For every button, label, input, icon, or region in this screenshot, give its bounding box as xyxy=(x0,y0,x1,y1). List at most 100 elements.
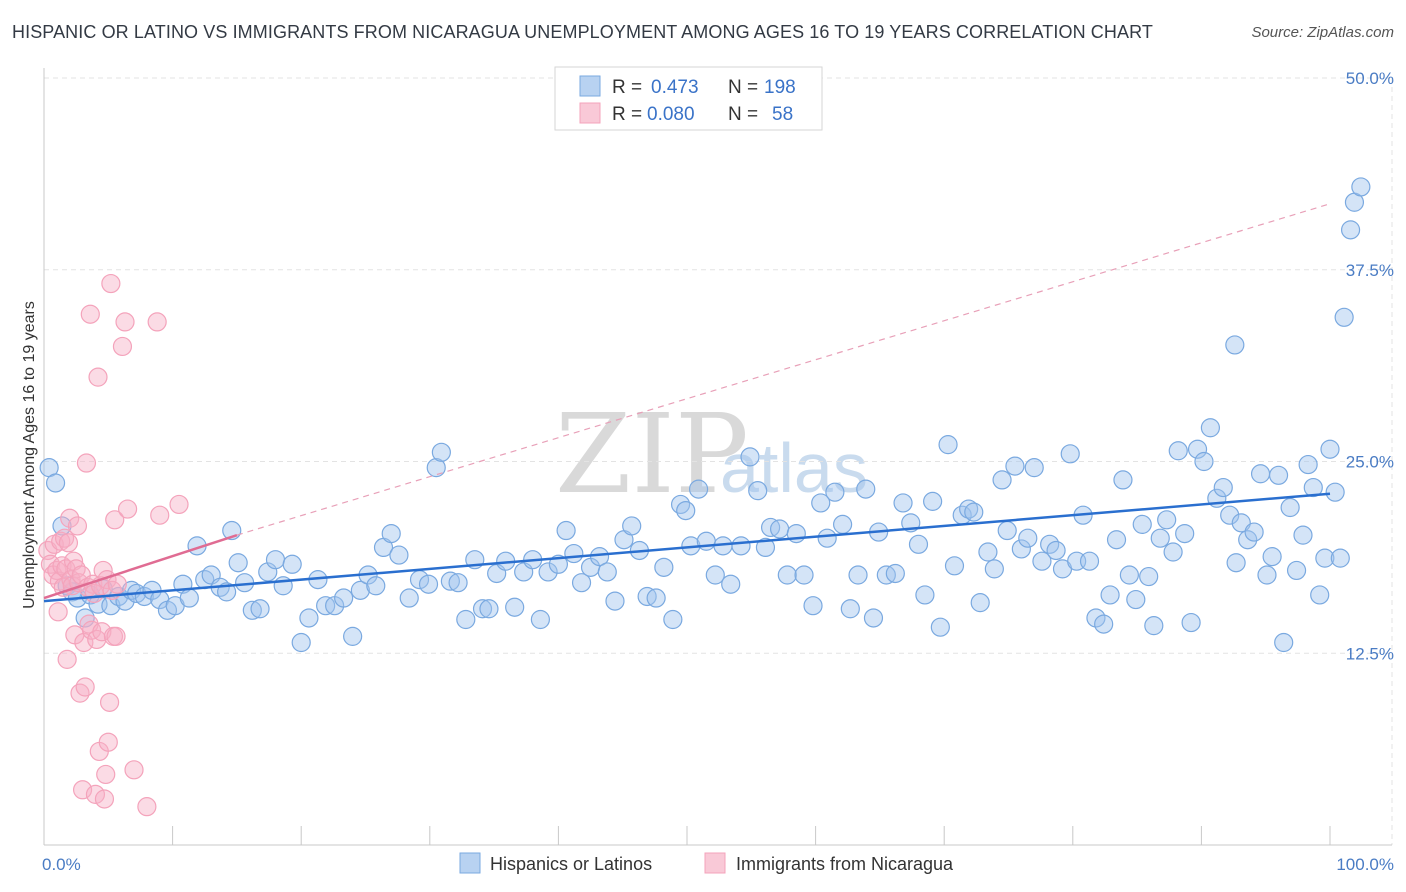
point-hispanics-47 xyxy=(381,523,401,544)
point-hispanics-121 xyxy=(964,502,984,522)
x-tick-label-left: 0.0% xyxy=(42,855,81,874)
point-hispanics-2 xyxy=(52,516,72,536)
point-hispanics-56 xyxy=(456,609,476,630)
point-nicaragua-56 xyxy=(137,797,157,817)
point-hispanics-156 xyxy=(1194,451,1214,472)
chart-source: Source: ZipAtlas.com xyxy=(1251,24,1394,41)
legend-n-label: N = xyxy=(728,77,758,98)
point-hispanics-177 xyxy=(1320,439,1340,459)
point-hispanics-93 xyxy=(755,537,776,558)
point-hispanics-172 xyxy=(1293,525,1313,545)
point-hispanics-21 xyxy=(179,588,199,608)
point-hispanics-120 xyxy=(959,499,979,519)
point-hispanics-28 xyxy=(228,553,248,573)
point-hispanics-145 xyxy=(1126,589,1146,610)
point-hispanics-106 xyxy=(856,479,876,499)
point-hispanics-152 xyxy=(1168,441,1188,461)
point-hispanics-30 xyxy=(242,600,262,620)
point-hispanics-54 xyxy=(440,571,460,591)
y-tick-label-0: 12.5% xyxy=(1346,644,1394,663)
point-nicaragua-58 xyxy=(150,505,170,525)
point-hispanics-154 xyxy=(1181,612,1201,633)
point-hispanics-92 xyxy=(748,481,768,501)
point-hispanics-98 xyxy=(794,565,814,585)
point-hispanics-101 xyxy=(817,528,837,548)
point-hispanics-122 xyxy=(970,593,990,613)
point-hispanics-116 xyxy=(930,617,950,637)
x-tick-label-right: 100.0% xyxy=(1336,855,1394,874)
legend-r-value-nicaragua: 0.080 xyxy=(647,104,695,125)
point-hispanics-37 xyxy=(299,608,319,628)
point-hispanics-133 xyxy=(1046,540,1066,561)
legend-n-label: N = xyxy=(728,104,758,125)
point-hispanics-45 xyxy=(366,576,386,596)
point-hispanics-41 xyxy=(334,588,354,608)
point-hispanics-81 xyxy=(663,609,683,630)
watermark-atlas: atlas xyxy=(720,429,868,507)
point-hispanics-95 xyxy=(769,519,790,539)
point-hispanics-161 xyxy=(1226,553,1246,573)
point-hispanics-91 xyxy=(740,447,760,467)
point-hispanics-184 xyxy=(1225,335,1245,355)
point-hispanics-49 xyxy=(399,588,419,608)
point-hispanics-125 xyxy=(992,470,1012,490)
trend-line-hispanics xyxy=(43,492,1331,603)
point-hispanics-168 xyxy=(1268,465,1289,485)
point-nicaragua-39 xyxy=(92,622,112,642)
point-nicaragua-52 xyxy=(112,336,133,357)
point-hispanics-170 xyxy=(1280,497,1300,518)
point-hispanics-76 xyxy=(622,516,642,536)
point-hispanics-150 xyxy=(1157,510,1177,530)
point-hispanics-48 xyxy=(389,545,409,565)
point-nicaragua-27 xyxy=(76,453,97,473)
point-hispanics-155 xyxy=(1187,439,1208,459)
point-hispanics-103 xyxy=(833,514,853,534)
series-nicaragua-points xyxy=(38,273,189,817)
point-hispanics-174 xyxy=(1303,477,1323,498)
point-hispanics-117 xyxy=(938,435,958,455)
point-hispanics-104 xyxy=(840,599,860,619)
point-hispanics-70 xyxy=(571,573,592,593)
point-hispanics-74 xyxy=(605,591,625,611)
point-nicaragua-53 xyxy=(115,312,135,332)
bottom-legend-swatch-hispanics xyxy=(459,852,481,874)
point-hispanics-126 xyxy=(997,520,1017,541)
point-hispanics-80 xyxy=(654,557,674,577)
point-hispanics-179 xyxy=(1330,548,1350,568)
point-hispanics-55 xyxy=(448,573,468,593)
y-tick-label-2: 37.5% xyxy=(1346,261,1394,280)
point-nicaragua-22 xyxy=(70,683,90,703)
point-nicaragua-41 xyxy=(94,789,115,809)
point-hispanics-111 xyxy=(893,493,913,513)
legend-r-label: R = xyxy=(612,77,642,98)
legend-n-value-hispanics: 198 xyxy=(764,77,796,98)
point-nicaragua-54 xyxy=(117,499,138,519)
point-hispanics-42 xyxy=(343,626,363,646)
point-nicaragua-51 xyxy=(107,574,127,594)
point-hispanics-173 xyxy=(1298,454,1318,475)
legend-r-value-hispanics: 0.473 xyxy=(651,77,699,98)
point-hispanics-151 xyxy=(1163,542,1183,562)
point-hispanics-153 xyxy=(1175,523,1195,544)
point-hispanics-107 xyxy=(863,608,884,628)
point-hispanics-59 xyxy=(479,599,499,619)
point-nicaragua-46 xyxy=(101,273,121,294)
point-hispanics-149 xyxy=(1150,528,1170,548)
point-hispanics-128 xyxy=(1011,539,1031,559)
point-hispanics-79 xyxy=(646,588,666,608)
point-hispanics-53 xyxy=(431,442,451,462)
point-hispanics-102 xyxy=(825,482,845,502)
legend-n-value-nicaragua: 58 xyxy=(772,104,793,125)
point-hispanics-87 xyxy=(705,565,725,585)
point-hispanics-146 xyxy=(1132,514,1152,534)
legend-r-label: R = xyxy=(612,104,642,125)
point-hispanics-105 xyxy=(848,565,868,585)
point-nicaragua-44 xyxy=(98,732,118,752)
point-nicaragua-36 xyxy=(88,367,108,387)
point-hispanics-180 xyxy=(1334,307,1354,327)
point-hispanics-175 xyxy=(1310,585,1330,605)
point-hispanics-100 xyxy=(811,493,831,513)
point-hispanics-130 xyxy=(1024,458,1044,478)
point-hispanics-181 xyxy=(1340,220,1361,240)
bottom-legend-nicaragua: Immigrants from Nicaragua xyxy=(736,854,954,874)
